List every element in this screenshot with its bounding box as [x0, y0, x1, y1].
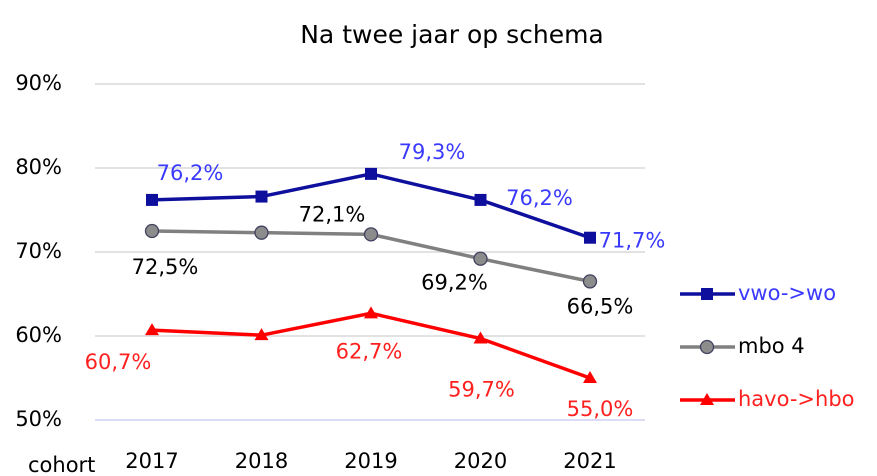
- y-tick-label: 80%: [15, 155, 62, 179]
- data-label: 59,7%: [448, 378, 515, 402]
- data-point: [474, 193, 487, 206]
- legend-label: vwo->wo: [738, 281, 836, 305]
- data-point: [146, 193, 158, 206]
- data-label: 79,3%: [399, 140, 466, 164]
- data-label: 71,7%: [599, 229, 666, 253]
- data-label: 69,2%: [421, 271, 488, 295]
- y-tick-label: 70%: [15, 239, 62, 263]
- data-point: [473, 251, 488, 266]
- data-label: 72,5%: [132, 255, 199, 279]
- data-point: [363, 227, 379, 242]
- data-point: [582, 274, 598, 289]
- data-label: 76,2%: [506, 186, 573, 210]
- data-point: [584, 231, 596, 244]
- legend-label: mbo 4: [738, 334, 805, 358]
- data-point: [255, 190, 268, 203]
- x-tick-label: 2021: [563, 449, 616, 473]
- x-tick-label: 2018: [235, 449, 288, 473]
- data-label: 66,5%: [567, 294, 634, 318]
- data-point: [583, 371, 597, 383]
- legend-marker: [701, 288, 713, 300]
- x-tick-label: 2020: [454, 449, 507, 473]
- y-tick-label: 60%: [15, 323, 62, 347]
- data-point: [364, 306, 378, 319]
- data-point: [365, 167, 377, 180]
- data-point: [144, 223, 160, 239]
- data-label: 72,1%: [299, 202, 366, 226]
- x-tick-label: 2017: [125, 449, 178, 473]
- data-point: [254, 225, 269, 240]
- y-tick-label: 50%: [15, 407, 62, 431]
- data-point: [473, 331, 488, 344]
- x-tick-label: 2019: [344, 449, 397, 473]
- data-label: 76,2%: [157, 161, 224, 185]
- data-label: 55,0%: [567, 397, 634, 421]
- data-point: [254, 328, 269, 341]
- legend-label: havo->hbo: [738, 387, 855, 411]
- y-tick-label: 90%: [15, 71, 62, 95]
- data-label: 60,7%: [85, 350, 152, 374]
- chart-title: Na twee jaar op schema: [300, 20, 604, 49]
- data-label: 62,7%: [336, 339, 403, 363]
- x-axis-label: cohort: [28, 453, 95, 476]
- legend-marker: [700, 393, 714, 405]
- legend-marker: [699, 339, 715, 355]
- data-point: [145, 323, 159, 336]
